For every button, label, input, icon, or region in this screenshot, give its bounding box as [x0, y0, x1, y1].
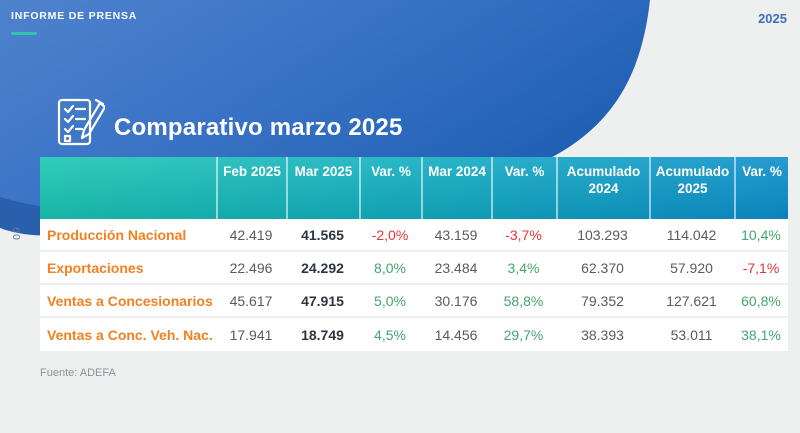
- kicker-underline: [11, 32, 37, 35]
- column-header-acumulado-2025: Acumulado 2025: [649, 157, 734, 219]
- data-cell: 114.042: [666, 226, 717, 243]
- data-cell: 4,5%: [374, 326, 406, 343]
- data-cell: 23.484: [434, 259, 478, 276]
- year-label: 2025: [758, 11, 787, 26]
- data-cell: 22.496: [229, 259, 273, 276]
- source-note: Fuente: ADEFA: [40, 367, 116, 379]
- column-header-acumulado-2024: Acumulado 2024: [556, 157, 649, 219]
- data-cell: 57.920: [670, 259, 713, 276]
- table-row-ventas-conc-veh-nac: Ventas a Conc. Veh. Nac. 17.941 18.749 4…: [40, 318, 788, 351]
- page-number: 09: [11, 226, 23, 240]
- data-cell: 103.293: [577, 226, 628, 243]
- data-cell: -3,7%: [505, 226, 542, 243]
- comparison-table: Feb 2025 Mar 2025 Var. % Mar 2024 Var. %…: [40, 157, 788, 351]
- clipboard-pencil-icon: [57, 98, 105, 146]
- data-cell: 30.176: [434, 292, 478, 309]
- data-cell: 24.292: [301, 259, 344, 276]
- column-header-mar-2025: Mar 2025: [286, 157, 359, 219]
- data-cell: 10,4%: [741, 226, 781, 243]
- column-header-empty: [40, 157, 216, 219]
- column-header-feb-2025: Feb 2025: [216, 157, 286, 219]
- data-cell: 18.749: [301, 326, 344, 343]
- data-cell: 47.915: [301, 292, 344, 309]
- report-kicker: INFORME DE PRENSA: [11, 10, 138, 22]
- row-label: Producción Nacional: [47, 226, 187, 243]
- data-cell: 60,8%: [741, 292, 781, 309]
- data-cell: 38,1%: [741, 326, 781, 343]
- row-label: Ventas a Concesionarios: [47, 292, 213, 309]
- table-header-row: Feb 2025 Mar 2025 Var. % Mar 2024 Var. %…: [40, 157, 788, 219]
- table-row-exportaciones: Exportaciones 22.496 24.292 8,0% 23.484 …: [40, 252, 788, 285]
- data-cell: 29,7%: [503, 326, 544, 343]
- column-header-var-mes: Var. %: [359, 157, 421, 219]
- data-cell: 14.456: [434, 326, 478, 343]
- column-header-var-interanual: Var. %: [491, 157, 556, 219]
- row-label: Exportaciones: [47, 259, 144, 276]
- data-cell: -7,1%: [742, 259, 780, 276]
- data-cell: 38.393: [581, 326, 624, 343]
- row-label: Ventas a Conc. Veh. Nac.: [47, 326, 213, 343]
- data-cell: 3,4%: [507, 259, 540, 276]
- data-cell: 8,0%: [374, 259, 406, 276]
- table-row-produccion-nacional: Producción Nacional 42.419 41.565 -2,0% …: [40, 219, 788, 252]
- data-cell: 45.617: [229, 292, 273, 309]
- table-row-ventas-concesionarios: Ventas a Concesionarios 45.617 47.915 5,…: [40, 285, 788, 318]
- column-header-var-acumulado: Var. %: [734, 157, 788, 219]
- page-title: Comparativo marzo 2025: [114, 114, 403, 141]
- data-cell: 79.352: [581, 292, 624, 309]
- data-cell: 41.565: [301, 226, 344, 243]
- data-cell: -2,0%: [371, 226, 409, 243]
- data-cell: 62.370: [581, 259, 624, 276]
- data-cell: 53.011: [670, 326, 713, 343]
- data-cell: 17.941: [229, 326, 273, 343]
- data-cell: 5,0%: [374, 292, 406, 309]
- data-cell: 127.621: [666, 292, 717, 309]
- data-cell: 43.159: [434, 226, 478, 243]
- column-header-mar-2024: Mar 2024: [421, 157, 491, 219]
- data-cell: 58,8%: [503, 292, 544, 309]
- data-cell: 42.419: [229, 226, 273, 243]
